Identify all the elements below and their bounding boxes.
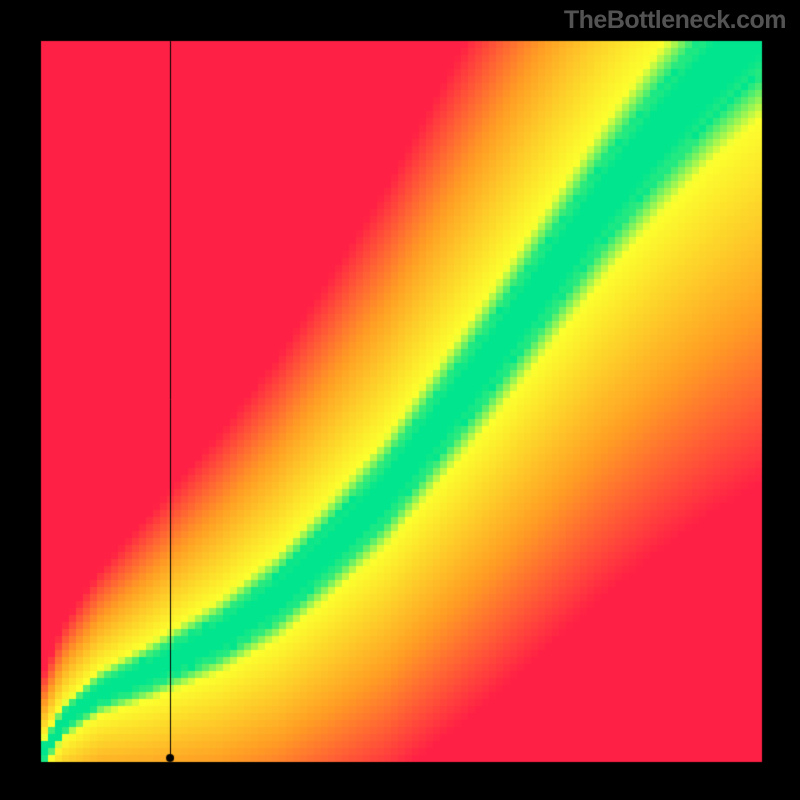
watermark-text: TheBottleneck.com: [564, 6, 786, 35]
chart-container: TheBottleneck.com: [0, 0, 800, 800]
bottleneck-heatmap: [0, 0, 800, 800]
